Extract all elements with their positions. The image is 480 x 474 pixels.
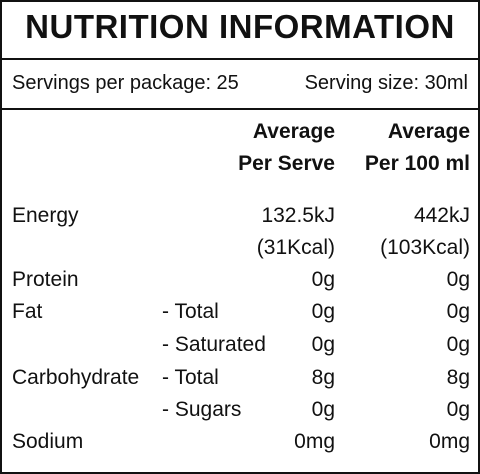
col-serve-header-2: Per Serve bbox=[238, 152, 335, 175]
row-name: Protein bbox=[12, 268, 79, 291]
panel-title: NUTRITION INFORMATION bbox=[25, 8, 455, 45]
row-per100: 0g bbox=[446, 333, 470, 356]
row-per100: 0mg bbox=[429, 430, 470, 453]
row-sub: - Total bbox=[162, 300, 219, 323]
row-serve: 0g bbox=[311, 333, 335, 356]
col-per100-header-2: Per 100 ml bbox=[364, 152, 470, 175]
row-serve: 0mg bbox=[294, 430, 335, 453]
divider-mid bbox=[2, 108, 478, 110]
row-serve: 0g bbox=[311, 268, 335, 291]
row-name: Carbohydrate bbox=[12, 366, 140, 389]
row-per100: 0g bbox=[446, 398, 470, 421]
row-per100: 442kJ bbox=[413, 204, 470, 227]
row-name: Fat bbox=[12, 300, 43, 323]
row-serve: 8g bbox=[311, 366, 335, 389]
row-serve: 0g bbox=[311, 300, 335, 323]
row-sub: - Sugars bbox=[162, 398, 242, 421]
row-serve: 0g bbox=[311, 398, 335, 421]
row-per100: (103Kcal) bbox=[380, 236, 470, 259]
row-sub: - Saturated bbox=[162, 333, 266, 356]
row-per100: 0g bbox=[446, 268, 470, 291]
row-per100: 8g bbox=[446, 366, 470, 389]
servings-per-package: Servings per package: 25 bbox=[12, 72, 239, 94]
divider-top bbox=[2, 58, 478, 60]
row-name: Energy bbox=[12, 204, 79, 227]
col-serve-header-1: Average bbox=[252, 120, 335, 143]
row-per100: 0g bbox=[446, 300, 470, 323]
row-serve: 132.5kJ bbox=[261, 204, 335, 227]
row-sub: - Total bbox=[162, 366, 219, 389]
row-serve: (31Kcal) bbox=[256, 236, 335, 259]
serving-size: Serving size: 30ml bbox=[304, 72, 468, 94]
col-per100-header-1: Average bbox=[387, 120, 470, 143]
row-name: Sodium bbox=[12, 430, 84, 453]
